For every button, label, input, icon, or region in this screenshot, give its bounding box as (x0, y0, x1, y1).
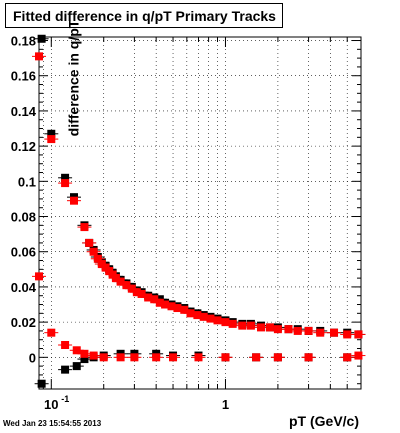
data-point-red (252, 353, 261, 362)
data-point-red (284, 325, 293, 334)
data-point-red (228, 319, 237, 328)
y-tick-label: 0.16 (11, 69, 36, 84)
x-tick-label: 1 (222, 397, 229, 412)
data-point-black (72, 362, 81, 371)
title-box: Fitted difference in q/pT Primary Tracks (5, 3, 283, 28)
y-tick-label: 0.18 (11, 34, 36, 49)
data-point-red (127, 284, 136, 293)
data-point-red (89, 351, 98, 360)
data-point-red (330, 328, 339, 337)
data-point-black (61, 365, 70, 374)
data-point-black (80, 355, 89, 364)
y-tick-label: 0.04 (11, 280, 37, 295)
data-point-red (116, 353, 125, 362)
x-tick-label: 10 (44, 397, 58, 412)
y-tick-label: 0.02 (11, 315, 36, 330)
x-axis-label: pT (GeV/c) (289, 413, 360, 429)
data-point-red (343, 330, 352, 339)
data-point-red (161, 300, 170, 309)
data-point-red (167, 302, 176, 311)
data-point-red (122, 281, 131, 290)
data-point-black (37, 34, 46, 43)
data-point-red (47, 135, 56, 144)
data-point-red (180, 305, 189, 314)
y-tick-label: 0.12 (11, 139, 36, 154)
data-point-red (169, 353, 178, 362)
data-point-red (193, 311, 202, 320)
data-point-red (354, 330, 363, 339)
data-point-red (85, 238, 94, 247)
data-point-red (304, 326, 313, 335)
data-point-red (61, 341, 70, 349)
data-point-red (343, 353, 352, 362)
data-point-black (47, 129, 56, 138)
data-point-red (152, 353, 161, 362)
y-tick-label: 0.06 (11, 245, 36, 260)
x-tick-exponent: -1 (61, 394, 69, 404)
data-point-red (132, 288, 141, 297)
data-point-red (116, 277, 125, 286)
data-point-red (206, 314, 215, 323)
data-point-red (99, 353, 108, 362)
y-tick-label: 0.14 (11, 104, 37, 119)
data-point-red (93, 254, 102, 263)
data-point-red (304, 353, 313, 362)
data-point-red (61, 179, 70, 188)
data-point-red (150, 295, 159, 304)
plot-frame (38, 36, 362, 390)
grid-lines (39, 37, 362, 389)
data-point-red (69, 196, 78, 205)
data-point-red (257, 323, 266, 332)
data-point-red (246, 321, 255, 330)
data-point-black (61, 173, 70, 182)
data-point-red (238, 321, 247, 330)
y-tick-label: 0.1 (18, 174, 36, 189)
y-tick-label: 0.08 (11, 210, 36, 225)
data-point-red (221, 318, 230, 327)
data-point-red (80, 223, 89, 232)
data-point-red (199, 312, 208, 321)
data-point-red (47, 328, 56, 337)
data-point-red (316, 328, 325, 337)
data-point-red (72, 346, 81, 355)
data-point-red (35, 52, 43, 61)
chart-title: Fitted difference in q/pT Primary Tracks (13, 8, 276, 24)
data-point-red (89, 247, 98, 256)
data-point-red (80, 349, 89, 358)
y-axis-label: difference in q/pT (65, 19, 82, 137)
timestamp: Wed Jan 23 15:54:55 2013 (3, 419, 102, 428)
data-point-red (130, 353, 139, 362)
data-point-black (37, 379, 46, 388)
data-point-red (354, 351, 363, 360)
data-point-red (186, 309, 195, 318)
data-point-red (273, 325, 282, 334)
data-point-red (111, 274, 120, 283)
axis-ticks: 0 0.02 0.04 0.06 0.08 0.1 0.12 0.14 0.16 0.18 10 -1… (11, 34, 362, 412)
data-point-red (293, 326, 302, 335)
data-point-red (173, 304, 182, 313)
data-point-red (221, 353, 230, 362)
data-point-red (144, 293, 153, 302)
y-tick-label: 0 (29, 350, 36, 365)
data-point-red (194, 353, 203, 362)
data-point-red (137, 289, 146, 298)
data-point-red (213, 316, 222, 325)
data-point-red (35, 272, 43, 281)
data-point-red (265, 323, 274, 332)
data-point-red (273, 353, 282, 362)
data-point-red (155, 298, 164, 307)
data-points (32, 34, 366, 388)
